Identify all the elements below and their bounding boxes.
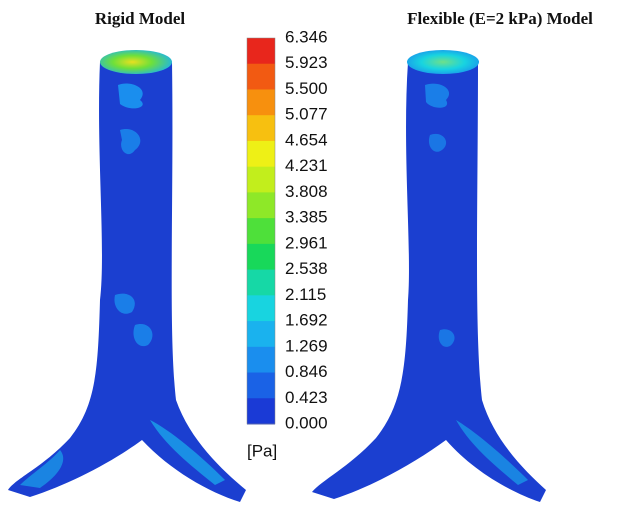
colorbar-band	[247, 270, 275, 296]
colorbar-label: 4.231	[285, 156, 328, 175]
colorbar-label: 4.654	[285, 130, 328, 149]
colorbar-label: 0.423	[285, 388, 328, 407]
colorbar-band	[247, 295, 275, 321]
colorbar-band	[247, 218, 275, 244]
colorbar-band	[247, 64, 275, 90]
colorbar-unit: [Pa]	[247, 441, 277, 460]
colorbar-band	[247, 89, 275, 115]
colorbar-label: 0.846	[285, 362, 328, 381]
colorbar-band	[247, 398, 275, 424]
colorbar-label: 5.923	[285, 53, 328, 72]
flexible-vessel	[312, 50, 546, 502]
rigid-vessel	[8, 50, 246, 502]
colorbar-label: 1.269	[285, 336, 328, 355]
figure-canvas: Rigid Model Flexible (E=2 kPa) Model 6.3…	[0, 0, 624, 513]
figure: Rigid Model Flexible (E=2 kPa) Model 6.3…	[0, 0, 624, 513]
colorbar-band	[247, 38, 275, 64]
colorbar-band	[247, 373, 275, 399]
colorbar-band	[247, 115, 275, 141]
colorbar-band	[247, 141, 275, 167]
colorbar-label: 5.077	[285, 105, 328, 124]
colorbar-label: 3.385	[285, 208, 328, 227]
colorbar-label: 2.538	[285, 259, 328, 278]
colorbar-band	[247, 347, 275, 373]
colorbar-band	[247, 192, 275, 218]
colorbar-band	[247, 321, 275, 347]
colorbar-label: 2.115	[285, 285, 326, 304]
colorbar-label: 5.500	[285, 79, 328, 98]
colorbar-label: 2.961	[285, 233, 328, 252]
colorbar-label: 6.346	[285, 27, 328, 46]
colorbar-band	[247, 244, 275, 270]
colorbar-label: 1.692	[285, 311, 328, 330]
colorbar-band	[247, 167, 275, 193]
right-title: Flexible (E=2 kPa) Model	[407, 9, 593, 28]
left-title: Rigid Model	[95, 9, 185, 28]
colorbar-label: 3.808	[285, 182, 328, 201]
colorbar: 6.346 5.923 5.500 5.077 4.654 4.231 3.808 3.385…	[247, 27, 328, 460]
colorbar-label: 0.000	[285, 413, 328, 432]
